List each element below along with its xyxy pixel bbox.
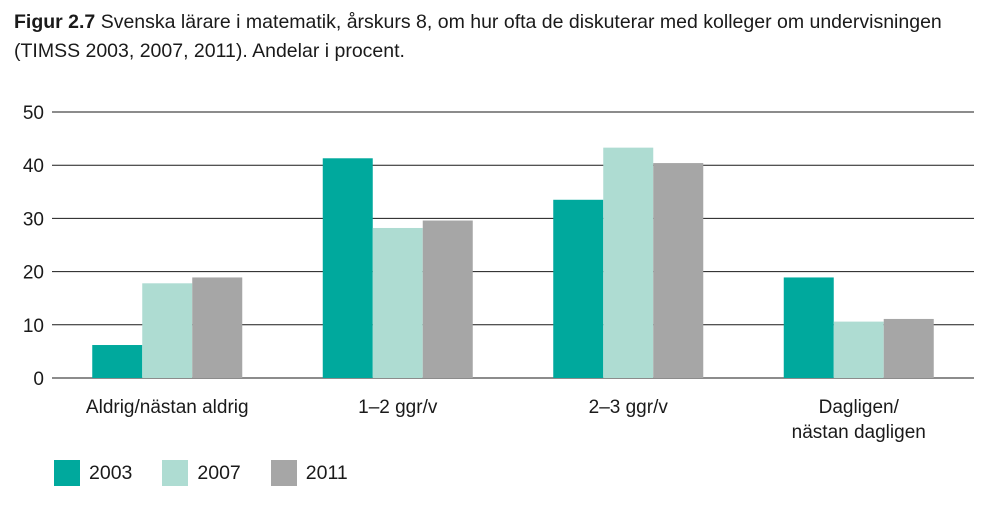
bar-2011-1 — [422, 220, 473, 378]
bar-chart: 0 10 20 30 40 50 Aldrig/nästan aldrig 1–2 ggr/v… — [23, 103, 974, 443]
legend-item-2007: 2007 — [162, 460, 241, 486]
y-tick-label: 10 — [23, 316, 44, 337]
x-category-label: 1–2 ggr/v — [358, 397, 438, 418]
y-tick-label: 0 — [33, 369, 44, 390]
bar-2011-2 — [653, 163, 704, 378]
legend-swatch — [54, 460, 80, 486]
bar-2003-0 — [92, 345, 143, 378]
figure-caption: Figur 2.7 Svenska lärare i matematik, år… — [14, 8, 974, 66]
x-category-label: Aldrig/nästan aldrig — [86, 397, 249, 418]
bar-2011-3 — [883, 318, 934, 378]
figure-caption-text: Svenska lärare i matematik, årskurs 8, o… — [14, 11, 942, 62]
bar-2003-3 — [783, 277, 834, 378]
bar-2003-1 — [322, 158, 373, 378]
legend-item-2011: 2011 — [270, 460, 348, 486]
chart-legend: 2003 2007 2011 — [54, 460, 378, 486]
bar-2007-1 — [372, 227, 423, 378]
bar-2011-0 — [192, 277, 243, 378]
legend-label: 2011 — [305, 461, 348, 484]
bar-2007-2 — [603, 147, 654, 378]
legend-item-2003: 2003 — [54, 460, 132, 486]
y-tick-label: 30 — [23, 209, 44, 230]
x-category-label: Dagligen/ — [819, 397, 900, 418]
legend-label: 2003 — [89, 461, 133, 484]
x-category-label: 2–3 ggr/v — [589, 397, 669, 418]
legend-swatch — [162, 460, 189, 486]
legend-label: 2007 — [197, 461, 241, 484]
y-tick-label: 40 — [23, 156, 44, 177]
bar-2007-3 — [833, 321, 884, 378]
y-tick-label: 20 — [23, 263, 44, 284]
bar-2007-0 — [142, 283, 193, 378]
legend-swatch — [270, 460, 297, 486]
figure-label: Figur 2.7 — [14, 11, 96, 33]
y-tick-label: 50 — [23, 103, 44, 124]
bar-2003-2 — [553, 199, 604, 378]
x-category-label: nästan dagligen — [792, 422, 926, 443]
